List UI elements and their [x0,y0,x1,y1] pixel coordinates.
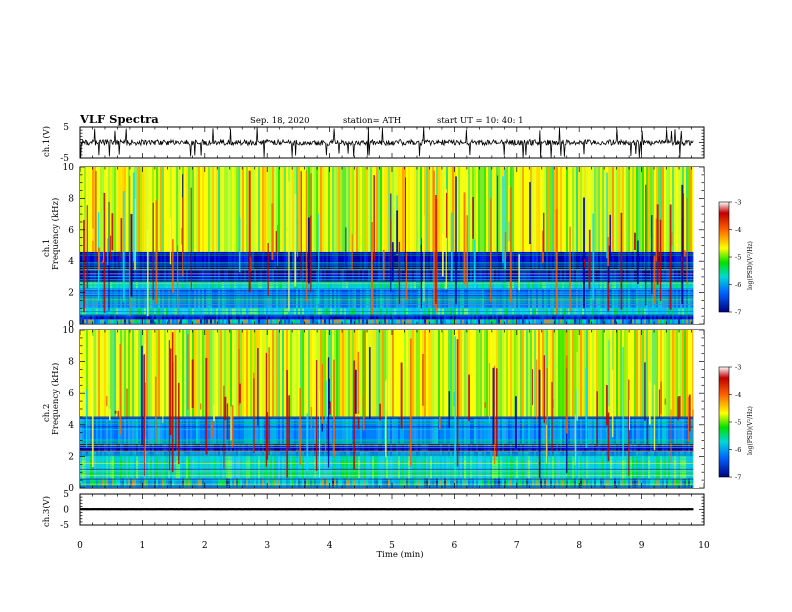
x-tick-label: 9 [639,541,645,551]
ch2-spectrogram-ylabel-top: ch.2 [42,404,52,422]
colorbar-tick-label: -7 [735,474,741,482]
y-tick-label: 8 [68,194,74,204]
y-tick-label: 6 [68,389,74,399]
y-tick-label: 10 [63,326,75,336]
ch1-waveform-ylabel: ch.1(V) [41,126,52,157]
colorbar-tick-label: -6 [735,446,741,454]
y-tick-label: 2 [68,452,74,462]
x-tick-label: 3 [264,541,270,551]
colorbar-tick-label: -4 [735,226,741,234]
y-tick-label: -5 [60,154,69,164]
x-tick-label: 5 [389,541,395,551]
y-tick-label: 2 [68,289,74,299]
x-tick-label: 1 [140,541,146,551]
y-tick-label: 6 [68,226,74,236]
ch2-colorbar-gradient [718,366,730,478]
figure-title: VLF Spectra [79,112,159,126]
ch3-waveform-plot [79,507,694,511]
x-tick-label: 6 [452,541,458,551]
y-tick-label: 0 [63,506,69,516]
colorbar-tick-label: -7 [735,309,741,317]
ch2-spectrogram-plot [80,330,704,488]
x-tick-label: 7 [514,541,520,551]
y-tick-label: 0 [68,484,74,494]
y-tick-label: 5 [63,490,69,500]
waveform-trace [80,127,694,158]
ch1-colorbar-gradient [718,201,730,313]
start-time-label: start UT = 10: 40: 1 [437,116,524,126]
ch2-colorbar: log(PSD)(V²/Hz) -3 -4 -5 -6 -7 [718,364,754,482]
ch1-spectrogram-plot [80,167,704,324]
x-axis-title: Time (min) [376,549,423,560]
ch2-spectrogram-ylabel: Frequency (kHz) [50,363,61,435]
ch1-colorbar-label: log(PSD)(V²/Hz) [747,241,754,290]
ch1-colorbar: log(PSD)(V²/Hz) -3 -4 -5 -6 -7 [718,199,754,317]
y-tick-label: 8 [68,358,74,368]
y-tick-label: 0 [68,320,74,330]
x-tick-label: 4 [327,541,333,551]
x-tick-label: 0 [77,541,83,551]
colorbar-tick-label: -5 [735,419,741,427]
ch1-waveform-plot [80,127,694,158]
ch2-colorbar-label: log(PSD)(V²/Hz) [747,406,754,455]
waveform-band [81,508,694,511]
y-tick-label: 10 [63,163,75,173]
colorbar-tick-label: -6 [735,281,741,289]
x-tick-label: 10 [698,541,710,551]
spectrogram-band [80,478,694,488]
date-label: Sep. 18, 2020 [250,116,310,126]
ch3-waveform-ylabel: ch.3(V) [41,496,52,527]
y-tick-label: -5 [60,521,69,531]
y-tick-label: 4 [68,421,74,431]
ch1-spectrogram-ylabel-top: ch.1 [42,239,52,257]
colorbar-tick-label: -3 [735,199,741,207]
ch1-spectrogram-ylabel: Frequency (kHz) [50,198,61,270]
y-tick-label: 4 [68,257,74,267]
y-tick-label: 5 [63,123,69,133]
station-label: station= ATH [343,116,401,126]
colorbar-tick-label: -4 [735,391,741,399]
x-tick-label: 2 [202,541,208,551]
colorbar-tick-label: -3 [735,364,741,372]
x-tick-label: 8 [576,541,582,551]
colorbar-tick-label: -5 [735,254,741,262]
